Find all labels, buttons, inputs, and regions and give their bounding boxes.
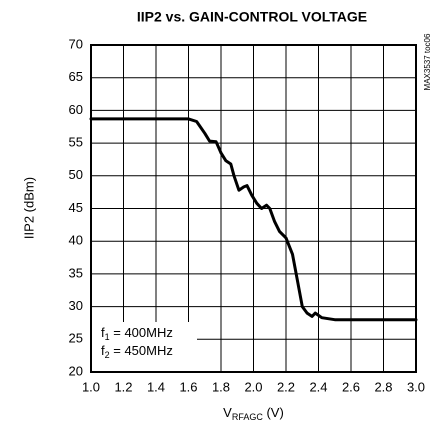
- x-tick-label: 2.2: [277, 379, 295, 394]
- annotation: f1 = 400MHz: [101, 325, 173, 342]
- x-tick-label: 2.8: [374, 379, 392, 394]
- y-tick-label: 20: [69, 363, 83, 378]
- x-tick-label: 1.0: [82, 379, 100, 394]
- annotation-text: = 400MHz: [110, 325, 173, 340]
- plot-frame: [90, 44, 417, 373]
- x-axis-label: VRFAGC (V): [223, 405, 284, 422]
- x-tick-label: 2.6: [342, 379, 360, 394]
- y-tick-label: 35: [69, 265, 83, 280]
- annotation-sub: 2: [105, 350, 110, 360]
- y-tick-label: 25: [69, 331, 83, 346]
- annotation-symbol: f: [101, 325, 105, 340]
- y-tick-label: 50: [69, 167, 83, 182]
- y-tick-label: 70: [69, 36, 83, 51]
- legend-box: [92, 322, 197, 371]
- annotation-symbol: f: [101, 343, 105, 358]
- annotation: f2 = 450MHz: [101, 343, 173, 360]
- x-axis-label-text: (V): [263, 405, 284, 420]
- y-tick-label: 30: [69, 298, 83, 313]
- annotation-sub: 1: [105, 332, 110, 342]
- y-tick-label: 40: [69, 233, 83, 248]
- chart-title: IIP2 vs. GAIN-CONTROL VOLTAGE: [137, 9, 367, 25]
- y-tick-label: 65: [69, 69, 83, 84]
- x-axis-label-symbol: V: [223, 405, 232, 420]
- x-tick-label: 2.4: [309, 379, 327, 394]
- y-tick-label: 60: [69, 102, 83, 117]
- x-tick-label: 1.6: [179, 379, 197, 394]
- x-tick-label: 1.8: [212, 379, 230, 394]
- side-label: MAX3537 toc06: [423, 33, 432, 90]
- y-axis-label: IIP2 (dBm): [21, 177, 36, 239]
- x-tick-label: 3.0: [407, 379, 425, 394]
- x-axis-label-sub: RFAGC: [232, 412, 264, 422]
- data-line: [89, 117, 418, 322]
- x-tick-label: 1.4: [147, 379, 165, 394]
- y-tick-label: 45: [69, 200, 83, 215]
- annotation-text: = 450MHz: [110, 343, 173, 358]
- x-tick-label: 2.0: [244, 379, 262, 394]
- x-tick-label: 1.2: [114, 379, 132, 394]
- y-tick-label: 55: [69, 135, 83, 150]
